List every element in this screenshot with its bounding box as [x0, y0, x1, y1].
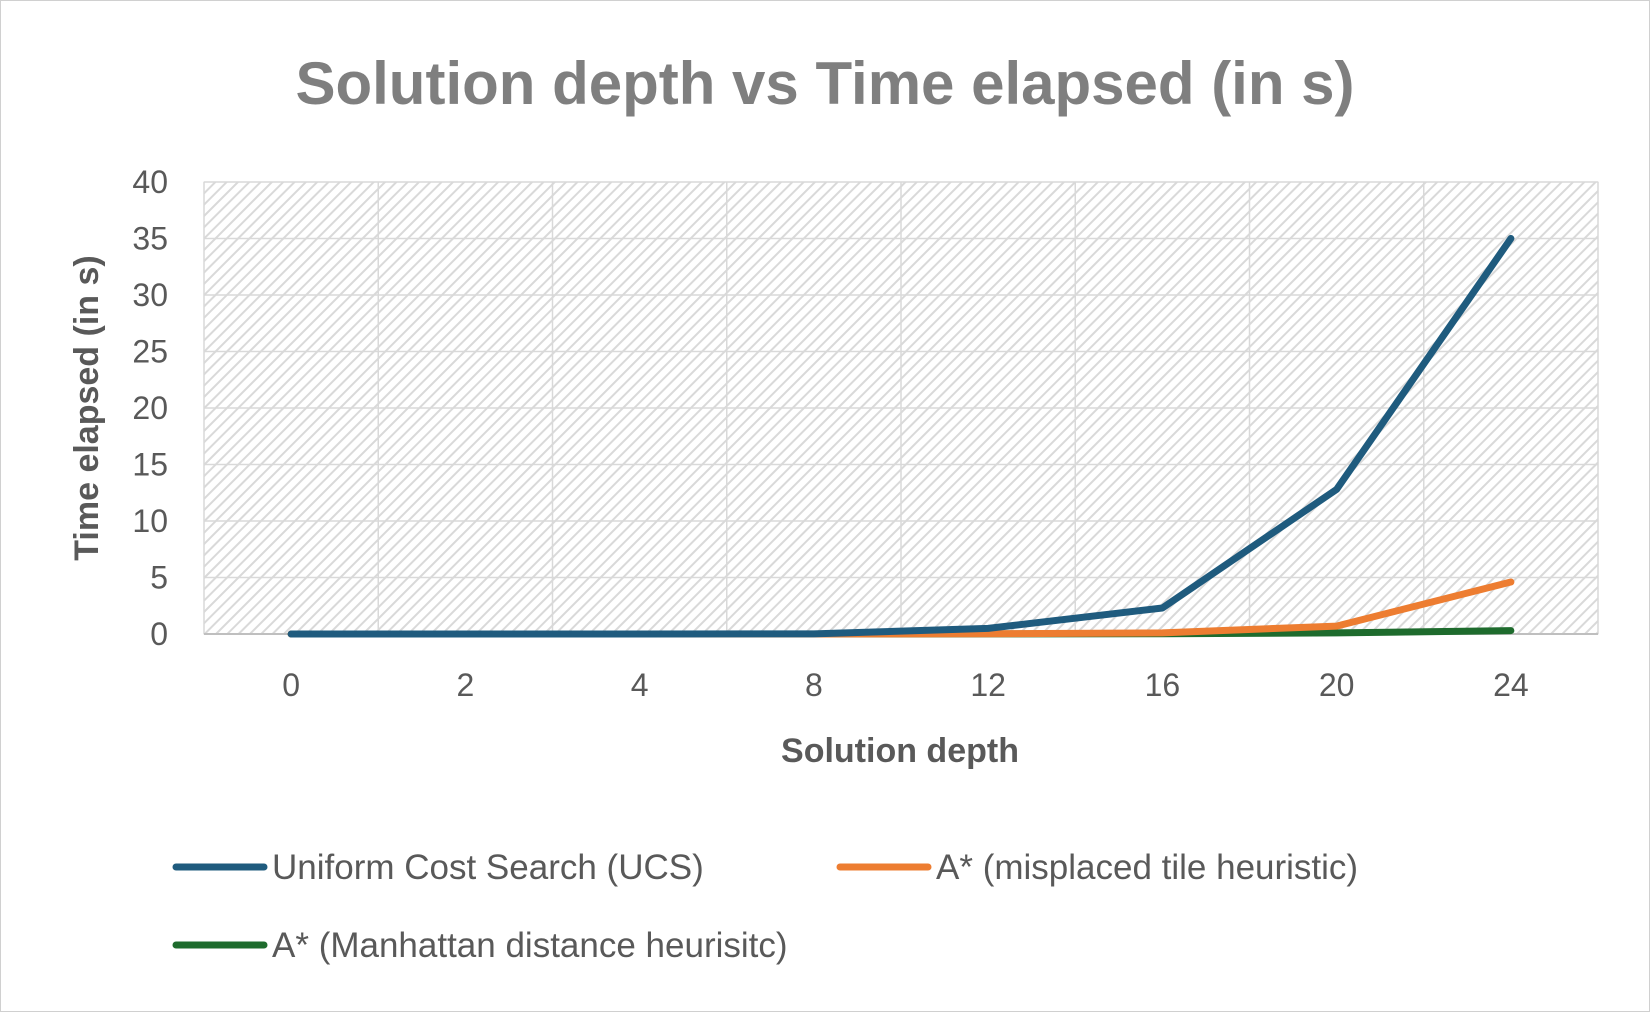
- series-line: [287, 235, 1515, 638]
- x-tick-label: 0: [282, 667, 300, 703]
- x-tick-label: 12: [970, 667, 1006, 703]
- x-tick-label: 24: [1493, 667, 1529, 703]
- y-tick-label: 0: [150, 616, 168, 652]
- y-tick-label: 35: [132, 221, 168, 257]
- legend-label: A* (Manhattan distance heurisitc): [272, 926, 788, 965]
- y-tick-label: 10: [132, 503, 168, 539]
- x-tick-label: 8: [805, 667, 823, 703]
- y-axis-ticks: 0 5 10 15 20 25 30 35 40: [132, 164, 168, 652]
- legend-label: A* (misplaced tile heuristic): [936, 848, 1358, 887]
- x-axis-title: Solution depth: [781, 732, 1019, 770]
- y-tick-label: 20: [132, 390, 168, 426]
- series-lines: [287, 235, 1515, 638]
- y-tick-label: 5: [150, 560, 168, 596]
- gridlines: [203, 181, 1599, 635]
- x-axis-ticks: 0 2 4 8 12 16 20 24: [282, 667, 1528, 703]
- legend-label: Uniform Cost Search (UCS): [272, 848, 704, 887]
- legend: Uniform Cost Search (UCS) A* (misplaced t…: [172, 848, 1358, 965]
- y-tick-label: 30: [132, 277, 168, 313]
- y-tick-label: 15: [132, 447, 168, 483]
- x-tick-label: 2: [456, 667, 474, 703]
- y-axis-title: Time elapsed (in s): [68, 255, 106, 560]
- x-tick-label: 4: [631, 667, 649, 703]
- y-tick-label: 40: [132, 164, 168, 200]
- chart-title: Solution depth vs Time elapsed (in s): [295, 50, 1354, 117]
- y-tick-label: 25: [132, 334, 168, 370]
- x-tick-label: 20: [1319, 667, 1355, 703]
- x-tick-label: 16: [1145, 667, 1181, 703]
